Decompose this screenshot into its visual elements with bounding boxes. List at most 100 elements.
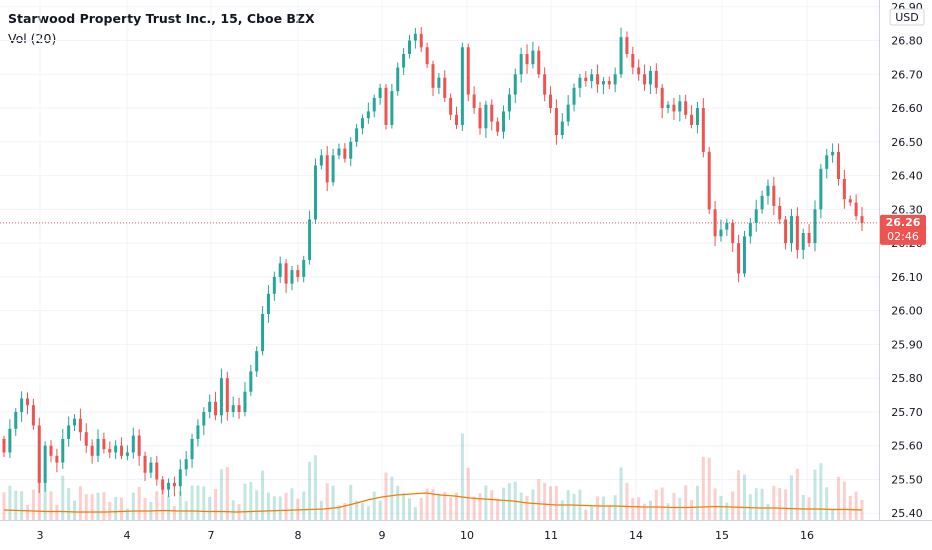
volume-bar (795, 468, 799, 520)
volume-bar (654, 490, 658, 520)
candle-body (695, 108, 699, 125)
candle-body (502, 111, 506, 132)
candle-body (178, 469, 182, 487)
candle-body (842, 178, 846, 200)
candle-body (290, 270, 294, 284)
currency-badge[interactable]: USD (889, 8, 925, 26)
price-tick-label: 25.70 (891, 406, 923, 419)
volume-bar (478, 493, 482, 520)
candle-body (801, 232, 805, 250)
volume-bar (231, 500, 235, 520)
volume-bar (537, 479, 541, 520)
candle-body (748, 222, 752, 237)
price-axis[interactable]: 26.9026.8026.7026.6026.5026.4026.3026.20… (891, 1, 923, 520)
candle-body (337, 148, 341, 156)
volume-bar (125, 508, 129, 520)
volume-bar (61, 475, 65, 520)
volume-bar (202, 486, 206, 520)
volume-bar (313, 455, 317, 520)
volume-bar (648, 500, 652, 520)
volume-bar (172, 506, 176, 520)
candle-body (496, 121, 500, 132)
volume-bar (672, 492, 676, 520)
candle-body (848, 199, 852, 203)
candle-body (707, 151, 711, 210)
volume-bar (584, 509, 588, 520)
volume-bar (331, 485, 335, 520)
candle-body (108, 449, 112, 453)
volume-bar (484, 485, 488, 520)
last-price-badge[interactable]: 26.26 02:46 (880, 214, 926, 245)
time-tick-label: 7 (208, 529, 215, 542)
candle-body (161, 479, 165, 490)
volume-bar (102, 492, 106, 520)
volume-bar (31, 489, 35, 520)
candle-body (49, 445, 53, 456)
volume-bar (161, 488, 165, 520)
volume-bar (355, 500, 359, 520)
candle-body (419, 33, 423, 48)
time-tick-label: 4 (124, 529, 131, 542)
candle-body (202, 411, 206, 426)
volume-bar (549, 486, 553, 520)
candle-body (754, 209, 758, 223)
price-tick-label: 26.10 (891, 271, 923, 284)
candle-body (90, 445, 94, 456)
price-tick-label: 25.80 (891, 372, 923, 385)
candle-body (731, 222, 735, 244)
volume-bar (643, 503, 647, 520)
time-axis[interactable]: 3 4 7 8 9 10 11 14 15 16 (37, 529, 815, 542)
candle-body (531, 50, 535, 65)
volume-bar (2, 492, 6, 520)
time-tick-label: 10 (460, 529, 474, 542)
volume-bar (337, 504, 341, 520)
volume-bar (378, 500, 382, 520)
candle-body (249, 371, 253, 392)
volume-bar (666, 503, 670, 520)
volume-bar (143, 497, 147, 520)
price-tick-label: 26.50 (891, 136, 923, 149)
volume-bar (360, 502, 364, 520)
volume-bar (601, 496, 605, 520)
volume-bar (366, 506, 370, 520)
time-axis-background[interactable] (0, 521, 880, 550)
volume-bar (131, 492, 135, 520)
candle-body (784, 219, 788, 244)
volume-bar (266, 492, 270, 520)
volume-bar (390, 476, 394, 520)
candle-body (813, 209, 817, 244)
volume-bar (290, 488, 294, 520)
candle-body (654, 70, 658, 88)
candle-body (625, 37, 629, 55)
volume-bar (507, 483, 511, 520)
candle-body (807, 232, 811, 244)
volume-bar (55, 504, 59, 520)
candle-body (584, 77, 588, 82)
volume-bar (419, 498, 423, 520)
candle-body (155, 462, 159, 480)
volume-bar (719, 495, 723, 520)
volume-bar (319, 500, 323, 520)
volume-bar (766, 504, 770, 520)
candle-body (519, 54, 523, 75)
candle-body (772, 185, 776, 206)
volume-bar (619, 467, 623, 520)
time-tick-label: 15 (715, 529, 729, 542)
volume-bar (196, 485, 200, 520)
volume-bar (402, 493, 406, 520)
chart-title[interactable]: Starwood Property Trust Inc., 15, Cboe B… (8, 11, 315, 26)
candle-body (472, 94, 476, 109)
candle-body (125, 452, 129, 456)
volume-bar (707, 457, 711, 520)
volume-bar (778, 488, 782, 520)
candle-body (601, 81, 605, 85)
candle-body (31, 405, 35, 426)
candle-body (261, 314, 265, 352)
candle-body (384, 87, 388, 125)
volume-indicator-label[interactable]: Vol (20) (8, 31, 57, 46)
candle-body (413, 33, 417, 41)
volume-bar (525, 495, 529, 520)
candle-body (131, 435, 135, 453)
volume-bar (96, 492, 100, 520)
